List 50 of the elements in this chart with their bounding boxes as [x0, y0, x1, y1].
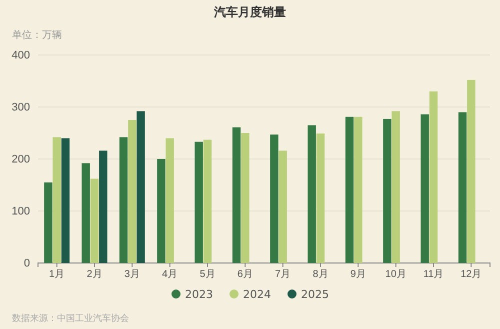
bar [429, 91, 438, 263]
y-tick-label: 200 [12, 154, 30, 166]
y-axis-title: 单位：万辆 [12, 29, 62, 41]
bar [61, 138, 70, 263]
x-tick-label: 2月 [86, 269, 102, 280]
bar [194, 142, 203, 263]
bar [232, 127, 241, 263]
bar [90, 178, 99, 263]
chart-title: 汽车月度销量 [213, 5, 286, 19]
x-tick-label: 1月 [49, 269, 65, 280]
bar [119, 137, 128, 263]
y-tick-label: 0 [24, 258, 30, 270]
bar [467, 80, 476, 263]
bar [270, 134, 278, 263]
bar [136, 111, 145, 263]
x-tick-label: 5月 [200, 269, 216, 280]
x-tick-label: 10月 [385, 269, 406, 280]
legend-label: 2023 [185, 288, 213, 301]
x-tick-label: 9月 [350, 269, 366, 280]
x-tick-label: 12月 [460, 269, 482, 280]
y-tick-label: 300 [12, 102, 30, 114]
bar [241, 133, 250, 263]
bar [458, 112, 467, 263]
bar [44, 182, 52, 263]
legend-label: 2025 [301, 288, 329, 301]
bar [128, 120, 136, 263]
bar [345, 116, 354, 263]
x-tick-label: 7月 [275, 269, 291, 280]
x-tick-label: 6月 [237, 269, 253, 280]
bar [52, 137, 61, 263]
legend-label: 2024 [243, 288, 271, 301]
bar [203, 140, 212, 263]
x-tick-label: 4月 [162, 269, 178, 280]
bar [392, 111, 400, 263]
bar [166, 138, 174, 263]
bar [420, 114, 429, 263]
y-tick-label: 100 [12, 206, 30, 218]
bar [82, 163, 90, 263]
bar [354, 116, 362, 263]
bar [308, 125, 316, 263]
bar [99, 150, 108, 263]
x-tick-label: 8月 [312, 269, 328, 280]
y-tick-label: 400 [12, 50, 30, 62]
x-tick-label: 11月 [423, 269, 444, 280]
x-tick-label: 3月 [124, 269, 140, 280]
bar [316, 134, 325, 263]
bar [157, 159, 166, 263]
source-note: 数据来源：中国工业汽车协会 [12, 313, 129, 324]
bar [278, 150, 287, 263]
bar [383, 118, 392, 263]
